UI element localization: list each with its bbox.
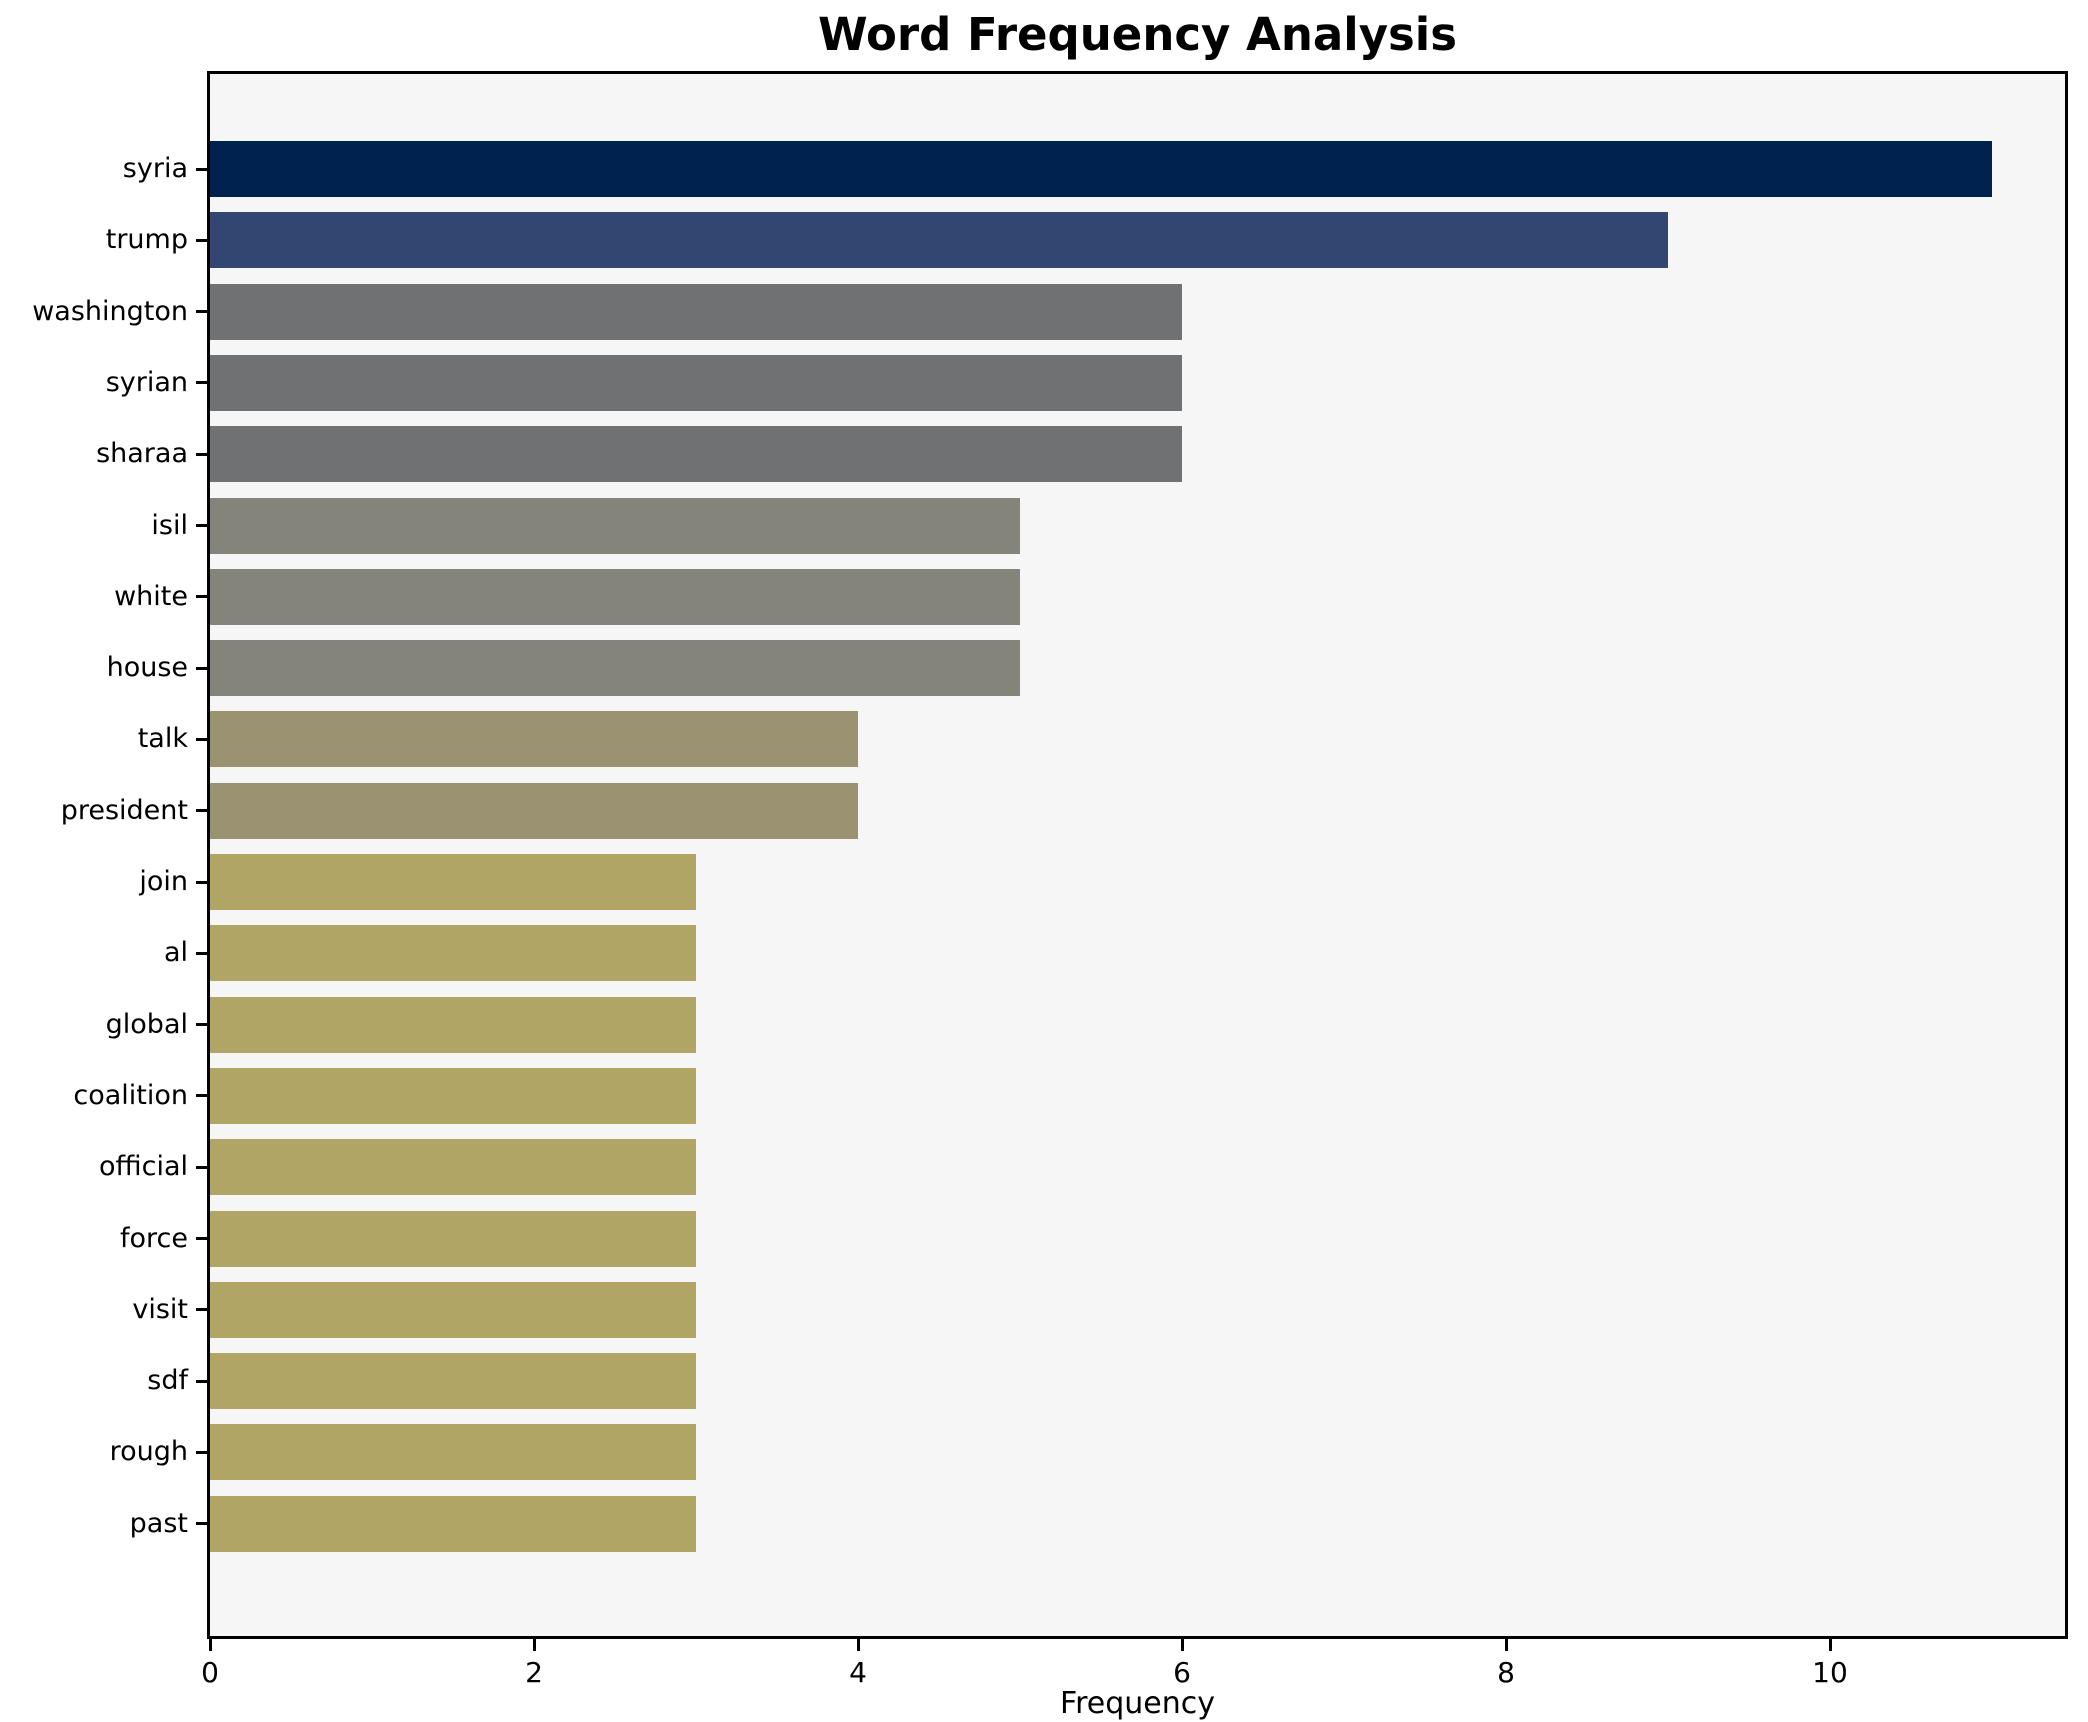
bar-visit xyxy=(210,1281,696,1338)
bar-official xyxy=(210,1139,696,1196)
y-tick-mark xyxy=(196,167,207,171)
bar-president xyxy=(210,782,858,839)
y-tick-label-syria: syria xyxy=(122,153,188,184)
x-tick-mark xyxy=(1180,1639,1184,1651)
bar-coalition xyxy=(210,1067,696,1124)
y-tick-mark xyxy=(196,381,207,385)
y-tick-mark xyxy=(196,1094,207,1098)
x-tick-label: 0 xyxy=(201,1656,219,1689)
y-tick-mark xyxy=(196,524,207,527)
bar-talk xyxy=(210,711,858,768)
bar-syria xyxy=(210,141,1992,197)
y-tick-label-coalition: coalition xyxy=(73,1079,188,1111)
x-tick-label: 8 xyxy=(1497,1656,1515,1689)
y-tick-mark xyxy=(196,1237,207,1240)
bar-syrian xyxy=(210,354,1182,411)
y-tick-label-house: house xyxy=(106,652,188,684)
y-tick-label-sharaa: sharaa xyxy=(96,438,188,470)
bar-house xyxy=(210,640,1020,697)
y-tick-label-rough: rough xyxy=(109,1436,188,1468)
bar-isil xyxy=(210,497,1020,554)
x-tick-label: 4 xyxy=(849,1656,867,1689)
x-tick-label: 6 xyxy=(1173,1656,1191,1689)
bar-trump xyxy=(210,212,1668,269)
y-tick-label-force: force xyxy=(120,1222,188,1254)
y-tick-mark xyxy=(196,809,207,813)
y-tick-label-white: white xyxy=(114,580,188,612)
y-tick-mark xyxy=(196,1308,207,1312)
bar-al xyxy=(210,925,696,982)
y-tick-label-isil: isil xyxy=(151,509,188,541)
x-axis-title: Frequency xyxy=(1060,1686,1215,1721)
y-tick-mark xyxy=(196,452,207,456)
y-tick-mark xyxy=(196,880,207,884)
y-tick-label-sdf: sdf xyxy=(147,1365,188,1397)
y-tick-label-official: official xyxy=(98,1151,188,1183)
bar-past xyxy=(210,1495,696,1552)
y-tick-label-trump: trump xyxy=(105,224,188,256)
bar-sdf xyxy=(210,1353,696,1410)
bar-white xyxy=(210,568,1020,625)
y-tick-mark xyxy=(196,595,207,599)
bar-global xyxy=(210,996,696,1053)
y-tick-mark xyxy=(196,1165,207,1169)
y-tick-label-visit: visit xyxy=(132,1293,188,1325)
y-tick-mark xyxy=(196,951,207,955)
y-tick-label-syrian: syrian xyxy=(105,366,188,398)
y-tick-mark xyxy=(196,310,207,314)
bar-join xyxy=(210,854,696,910)
x-tick-mark xyxy=(856,1639,860,1651)
y-tick-mark xyxy=(196,737,207,741)
bar-washington xyxy=(210,283,1182,340)
y-tick-label-global: global xyxy=(105,1008,188,1040)
y-tick-label-al: al xyxy=(163,937,188,969)
y-tick-label-washington: washington xyxy=(32,295,188,327)
x-tick-label: 10 xyxy=(1812,1656,1848,1689)
y-tick-label-president: president xyxy=(60,794,188,826)
y-tick-mark xyxy=(196,666,207,670)
y-tick-mark xyxy=(196,1379,207,1383)
x-tick-mark xyxy=(208,1639,212,1651)
y-tick-mark xyxy=(196,1450,207,1454)
x-tick-label: 2 xyxy=(525,1656,543,1689)
x-tick-mark xyxy=(1504,1639,1508,1651)
y-tick-label-talk: talk xyxy=(137,723,188,755)
x-tick-mark xyxy=(532,1639,536,1651)
y-tick-mark xyxy=(196,1522,207,1526)
bar-rough xyxy=(210,1424,696,1481)
y-tick-label-past: past xyxy=(129,1507,188,1539)
y-tick-mark xyxy=(196,238,207,242)
y-tick-label-join: join xyxy=(139,866,188,897)
bar-force xyxy=(210,1210,696,1267)
y-tick-mark xyxy=(196,1023,207,1027)
plot-area xyxy=(207,71,2068,1639)
bar-sharaa xyxy=(210,426,1182,483)
chart-title: Word Frequency Analysis xyxy=(817,8,1458,61)
x-tick-mark xyxy=(1828,1639,1832,1651)
